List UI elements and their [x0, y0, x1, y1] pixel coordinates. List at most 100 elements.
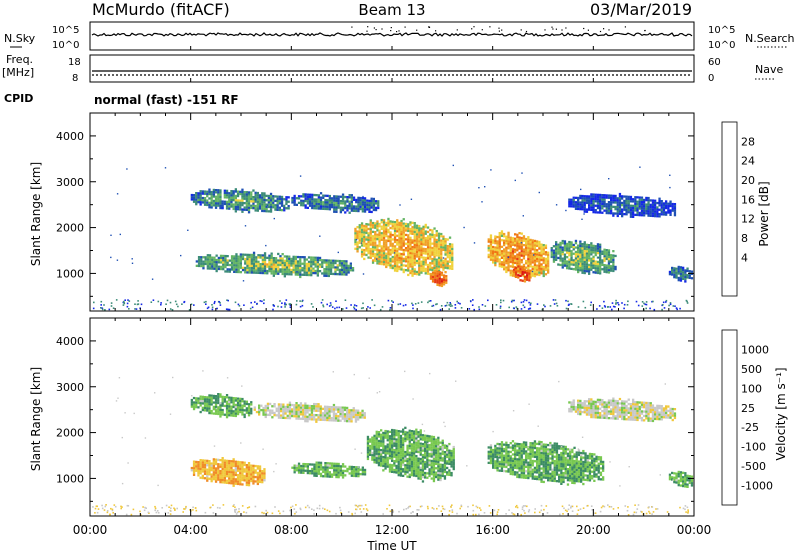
- heatmap-cell: [677, 279, 680, 282]
- heatmap-cell: [280, 209, 284, 212]
- heatmap-cell: [257, 260, 260, 263]
- heatmap-cell: [498, 265, 501, 268]
- heatmap-cell: [396, 267, 399, 270]
- heatmap-cell: [265, 205, 268, 208]
- heatmap-cell: [529, 260, 532, 264]
- ground-scatter-cell: [226, 308, 229, 311]
- heatmap-cell: [377, 444, 381, 447]
- heatmap-cell: [421, 447, 425, 450]
- heatmap-cell: [334, 261, 337, 265]
- heatmap-cell: [577, 203, 580, 206]
- heatmap-cell: [315, 472, 318, 475]
- heatmap-cell: [592, 211, 595, 214]
- heatmap-cell: [437, 443, 440, 446]
- heatmap-cell: [371, 454, 374, 457]
- heatmap-cell: [448, 267, 452, 270]
- heatmap-cell: [533, 250, 537, 254]
- heatmap-cell: [339, 195, 342, 198]
- heatmap-cell: [352, 415, 355, 419]
- heatmap-cell: [583, 252, 586, 255]
- heatmap-cell: [225, 481, 229, 484]
- heatmap-cell: [303, 256, 306, 259]
- heatmap-cell: [382, 223, 386, 226]
- heatmap-cell: [200, 262, 203, 265]
- heatmap-cell: [516, 242, 519, 245]
- heatmap-cell: [583, 245, 586, 248]
- heatmap-cell: [522, 272, 526, 275]
- heatmap-cell: [442, 266, 445, 269]
- heatmap-cell: [365, 242, 368, 246]
- heatmap-cell: [402, 270, 405, 274]
- heatmap-cell: [358, 237, 361, 240]
- heatmap-cell: [568, 251, 571, 255]
- heatmap-cell: [258, 203, 262, 206]
- heatmap-cell: [596, 200, 600, 203]
- heatmap-cell: [352, 198, 356, 201]
- ground-scatter-cell: [263, 299, 265, 301]
- heatmap-cell: [387, 253, 390, 256]
- heatmap-cell: [507, 240, 510, 243]
- heatmap-cell: [264, 407, 267, 410]
- heatmap-cell: [384, 449, 387, 452]
- heatmap-cell: [523, 267, 527, 270]
- heatmap-cell: [552, 256, 556, 259]
- heatmap-cell: [252, 251, 256, 254]
- heatmap-cell: [208, 394, 211, 397]
- heatmap-cell: [290, 257, 293, 261]
- heatmap-cell: [387, 228, 390, 232]
- heatmap-cell: [374, 200, 378, 203]
- heatmap-cell: [494, 250, 497, 254]
- heatmap-cell: [605, 207, 608, 210]
- heatmap-cell: [247, 206, 251, 209]
- heatmap-cell: [248, 260, 251, 263]
- heatmap-cell: [498, 232, 501, 235]
- heatmap-cell: [306, 411, 309, 414]
- ground-scatter-cell: [617, 303, 620, 306]
- heatmap-cell: [566, 247, 569, 250]
- heatmap-cell: [377, 464, 381, 467]
- heatmap-cell: [367, 232, 370, 235]
- heatmap-cell: [363, 233, 366, 236]
- heatmap-cell: [245, 208, 248, 211]
- heatmap-cell: [299, 417, 303, 420]
- heatmap-cell: [208, 411, 211, 415]
- heatmap-cell: [418, 229, 421, 232]
- heatmap-cell: [378, 225, 381, 228]
- heatmap-cell: [511, 261, 515, 264]
- heatmap-cell: [424, 261, 427, 264]
- heatmap-cell: [442, 276, 446, 279]
- heatmap-cell: [319, 407, 322, 410]
- heatmap-cell: [397, 463, 400, 466]
- heatmap-cell: [407, 236, 410, 239]
- noise-search-dot: [351, 26, 353, 28]
- heatmap-cell: [277, 414, 281, 417]
- heatmap-cell: [380, 221, 383, 224]
- heatmap-cell: [437, 252, 441, 255]
- heatmap-cell: [387, 235, 390, 238]
- heatmap-cell: [509, 274, 512, 277]
- heatmap-cell: [422, 249, 425, 253]
- heatmap-cell: [433, 242, 436, 246]
- heatmap-cell: [319, 474, 323, 478]
- heatmap-cell: [402, 459, 405, 462]
- heatmap-cell: [601, 196, 604, 199]
- heatmap-cell: [347, 264, 350, 267]
- cpid-text: normal (fast) -151 RF: [94, 93, 239, 107]
- heatmap-cell: [285, 200, 288, 203]
- heatmap-cell: [380, 227, 383, 230]
- heatmap-cell: [400, 239, 403, 242]
- heatmap-cell: [399, 439, 403, 442]
- heatmap-cell: [192, 462, 196, 465]
- heatmap-cell: [201, 463, 204, 466]
- heatmap-cell: [542, 246, 545, 249]
- heatmap-cell: [226, 268, 229, 271]
- heatmap-cell: [339, 410, 342, 414]
- ground-scatter-cell: [601, 307, 604, 309]
- heatmap-cell: [294, 258, 297, 261]
- heatmap-cell: [525, 246, 528, 249]
- heatmap-cell: [422, 234, 425, 237]
- heatmap-cell: [435, 445, 438, 448]
- ground-scatter-cell: [615, 303, 617, 305]
- heatmap-cell: [605, 257, 608, 261]
- heatmap-cell: [400, 244, 403, 247]
